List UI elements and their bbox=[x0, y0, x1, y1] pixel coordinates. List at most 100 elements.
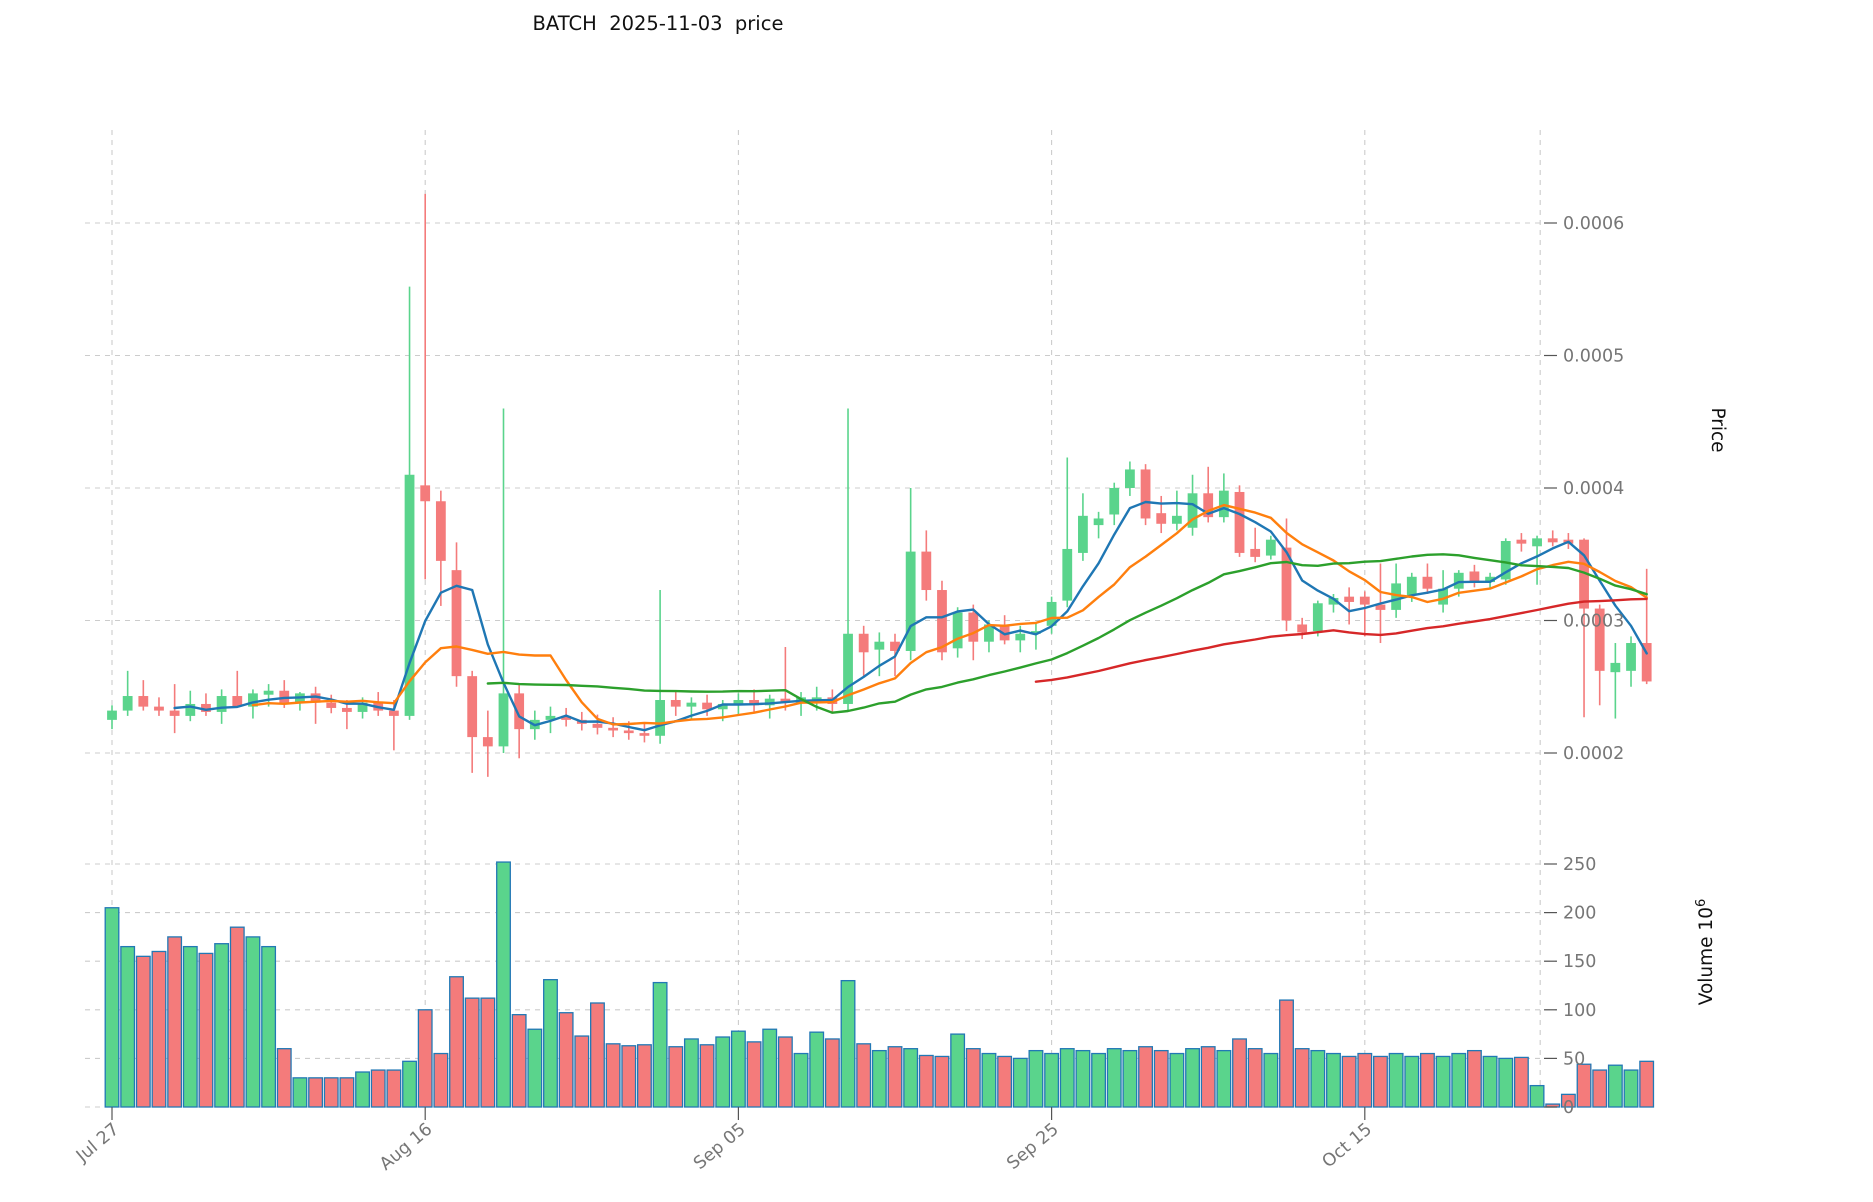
volume-bar bbox=[950, 1033, 966, 1108]
volume-bar bbox=[1310, 1049, 1326, 1108]
volume-bar bbox=[668, 1046, 684, 1108]
volume-bar bbox=[683, 1038, 699, 1108]
volume-tick-label: 100 bbox=[1563, 1001, 1596, 1021]
candle-body bbox=[498, 693, 509, 747]
volume-bar bbox=[182, 945, 198, 1108]
volume-bar bbox=[1419, 1052, 1435, 1108]
candle-body bbox=[1641, 643, 1652, 682]
candle-body bbox=[138, 696, 149, 707]
x-tick-label: Oct 15 bbox=[1319, 1120, 1376, 1173]
volume-bar bbox=[433, 1052, 449, 1108]
candle-body bbox=[263, 690, 274, 695]
candle-body bbox=[733, 700, 744, 704]
volume-bar bbox=[1623, 1069, 1639, 1108]
ma-line-ma5 bbox=[173, 500, 1648, 732]
volume-bar bbox=[1122, 1049, 1138, 1108]
volume-bar bbox=[809, 1031, 825, 1108]
candle-body bbox=[154, 706, 164, 711]
candle-body bbox=[655, 700, 665, 736]
candle-body bbox=[435, 501, 446, 561]
candle-body bbox=[1109, 488, 1120, 515]
candle-body bbox=[874, 641, 885, 650]
price-tick-label: 0.0005 bbox=[1563, 347, 1624, 367]
volume-bar bbox=[1169, 1052, 1185, 1108]
volume-bar bbox=[965, 1048, 981, 1108]
candle-body bbox=[122, 696, 133, 711]
volume-bar bbox=[1279, 999, 1294, 1108]
volume-bar bbox=[558, 1012, 574, 1108]
candle-body bbox=[999, 624, 1010, 641]
volume-bar bbox=[276, 1048, 292, 1108]
candle-body bbox=[561, 715, 572, 720]
volume-bar bbox=[245, 936, 261, 1108]
volume-bar bbox=[386, 1069, 402, 1108]
volume-tick-label: 50 bbox=[1563, 1049, 1585, 1069]
volume-bar bbox=[574, 1035, 590, 1108]
candle-body bbox=[1281, 547, 1292, 621]
volume-bar bbox=[1028, 1049, 1044, 1108]
price-tick-label: 0.0002 bbox=[1563, 744, 1624, 764]
candle-body bbox=[1406, 576, 1417, 596]
candle-body bbox=[1485, 576, 1495, 583]
candle-body bbox=[1594, 608, 1605, 671]
price-tick-label: 0.0003 bbox=[1563, 612, 1624, 632]
x-tick-label: Sep 25 bbox=[1003, 1120, 1062, 1174]
candle-body bbox=[1422, 576, 1433, 589]
volume-bar bbox=[1607, 1064, 1623, 1108]
volume-bar bbox=[543, 979, 558, 1108]
candle-body bbox=[937, 590, 947, 653]
volume-bar bbox=[308, 1077, 324, 1108]
volume-bar bbox=[1153, 1049, 1169, 1108]
volume-bar bbox=[1247, 1048, 1263, 1108]
volume-bar bbox=[151, 950, 167, 1108]
volume-bar bbox=[1529, 1084, 1545, 1108]
volume-bar bbox=[1044, 1052, 1060, 1108]
volume-bar bbox=[1639, 1060, 1655, 1108]
volume-bar bbox=[1138, 1046, 1154, 1108]
volume-bar bbox=[527, 1028, 543, 1108]
volume-bar bbox=[1576, 1063, 1592, 1108]
volume-bar bbox=[1059, 1048, 1075, 1108]
ma-line-ma60 bbox=[1034, 597, 1648, 683]
candle-body bbox=[357, 702, 368, 712]
volume-bar bbox=[605, 1043, 621, 1108]
price-axis-label: Price bbox=[1707, 407, 1728, 452]
volume-bar bbox=[1435, 1055, 1451, 1108]
candle-body bbox=[1156, 513, 1167, 524]
volume-bar bbox=[1466, 1049, 1482, 1108]
candle-body bbox=[451, 570, 462, 677]
grid-layer bbox=[85, 130, 1556, 1110]
volume-tick-label: 150 bbox=[1563, 952, 1596, 972]
candle-body bbox=[1125, 469, 1135, 488]
volume-bar bbox=[715, 1036, 731, 1108]
volume-bar bbox=[762, 1028, 778, 1108]
candle-body bbox=[1218, 490, 1229, 518]
candle-body bbox=[1171, 515, 1182, 524]
volume-bar bbox=[214, 943, 230, 1108]
volume-bar bbox=[903, 1048, 919, 1108]
volume-bar bbox=[1200, 1046, 1216, 1108]
candle-body bbox=[388, 710, 399, 716]
x-tick-label: Sep 05 bbox=[690, 1120, 749, 1174]
volume-bar bbox=[417, 1009, 433, 1108]
candle-body bbox=[216, 696, 227, 712]
candle-body bbox=[890, 641, 900, 651]
candle-body bbox=[1500, 541, 1511, 580]
candle-body bbox=[1375, 604, 1386, 610]
candle-body bbox=[404, 474, 415, 716]
candle-body bbox=[592, 723, 603, 728]
volume-bar bbox=[1451, 1052, 1467, 1108]
volume-bar bbox=[1012, 1057, 1028, 1108]
volume-bar bbox=[511, 1014, 527, 1108]
candle-body bbox=[201, 703, 211, 712]
volume-bar bbox=[1185, 1048, 1200, 1108]
candle-body bbox=[482, 737, 493, 747]
volume-bar bbox=[370, 1069, 386, 1108]
volume-bar bbox=[621, 1045, 637, 1108]
volume-bar bbox=[120, 945, 136, 1108]
volume-bar bbox=[104, 907, 120, 1108]
candle-body bbox=[1187, 493, 1198, 528]
volume-tick-label: 0 bbox=[1563, 1098, 1574, 1118]
candle-body bbox=[545, 715, 556, 720]
